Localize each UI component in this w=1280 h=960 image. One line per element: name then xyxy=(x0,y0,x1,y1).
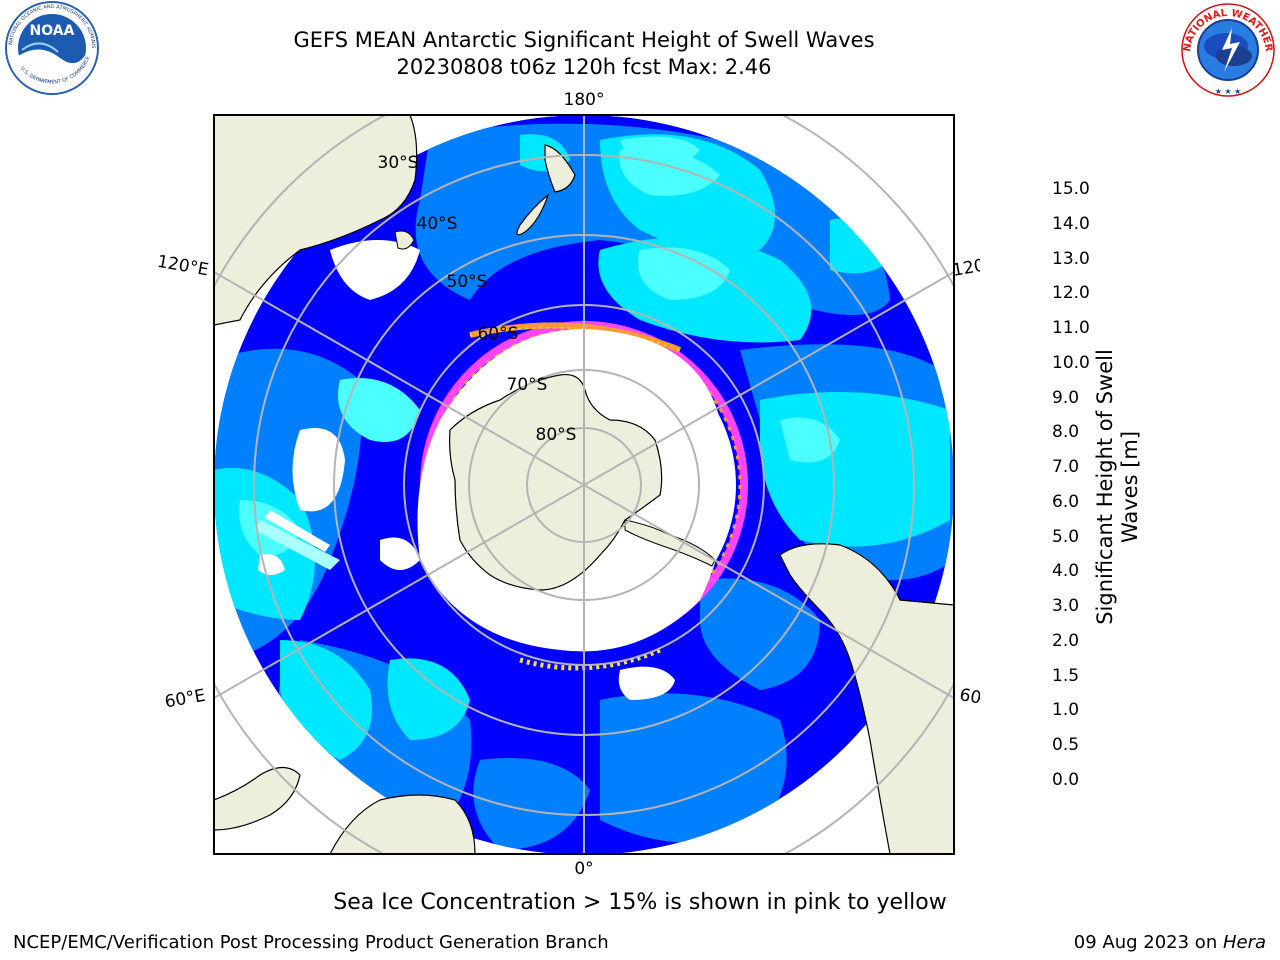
map-frame xyxy=(213,114,955,855)
colorbar-tick-label: 2.0 xyxy=(1052,630,1080,651)
lat-label-50s: 50°S xyxy=(447,272,488,292)
colorbar-tick-label: 5.0 xyxy=(1052,526,1080,547)
colorbar-tick-label: 1.5 xyxy=(1052,665,1080,686)
colorbar-tick-label: 9.0 xyxy=(1052,387,1080,408)
footer-credit: NCEP/EMC/Verification Post Processing Pr… xyxy=(13,932,609,953)
sea-ice-note: Sea Ice Concentration > 15% is shown in … xyxy=(333,890,947,915)
lon-label-180: 180° xyxy=(564,90,605,110)
lon-label-120w: 120°W xyxy=(951,251,980,281)
lon-label-60e: 60°E xyxy=(163,686,207,713)
noaa-logo-text: NOAA xyxy=(30,23,75,39)
colorbar-tick-label: 0.0 xyxy=(1052,770,1080,790)
nws-logo: NATIONAL WEATHER SERVICE ★ ★ ★ xyxy=(1172,0,1280,100)
colorbar-tick-label: 0.5 xyxy=(1052,735,1080,756)
colorbar-tick-label: 11.0 xyxy=(1052,318,1090,339)
footer-date: 09 Aug 2023 on Hera xyxy=(1074,932,1266,953)
svg-text:★ ★ ★: ★ ★ ★ xyxy=(1215,87,1242,96)
noaa-logo: NOAA NATIONAL OCEANIC AND ATMOSPHERIC AD… xyxy=(0,0,108,100)
lon-label-0: 0° xyxy=(574,859,593,875)
colorbar-tick-label: 13.0 xyxy=(1052,248,1090,269)
colorbar-label-line2: Waves [m] xyxy=(1118,430,1142,544)
australia-land xyxy=(214,115,418,326)
lat-label-60s: 60°S xyxy=(478,324,519,344)
colorbar-label-line1: Significant Height of Swell xyxy=(1093,349,1117,625)
lat-label-40s: 40°S xyxy=(417,214,458,234)
footer-host: Hera xyxy=(1222,932,1266,953)
lat-label-70s: 70°S xyxy=(507,375,548,395)
lon-label-60w: 60°W xyxy=(958,685,980,713)
lat-label-80s: 80°S xyxy=(536,425,577,445)
colorbar-tick-label: 7.0 xyxy=(1052,457,1080,478)
colorbar-tick-label: 15.0 xyxy=(1052,179,1090,199)
new-zealand-land xyxy=(516,144,576,236)
chart-title: GEFS MEAN Antarctic Significant Height o… xyxy=(293,28,875,52)
lat-label-30s: 30°S xyxy=(378,153,419,173)
footer-date-text: 09 Aug 2023 on xyxy=(1073,932,1223,953)
colorbar-tick-label: 6.0 xyxy=(1052,491,1080,512)
africa-land xyxy=(214,766,476,854)
south-america-land xyxy=(779,543,954,854)
chart-subtitle: 20230808 t06z 120h fcst Max: 2.46 xyxy=(396,55,772,79)
colorbar-tick-label: 12.0 xyxy=(1052,283,1090,304)
lon-label-120e: 120°E xyxy=(156,252,210,281)
graticule xyxy=(214,115,954,854)
colorbar-tick-label: 1.0 xyxy=(1052,700,1080,721)
colorbar-tick-label: 4.0 xyxy=(1052,561,1080,582)
polar-map: 180° 120°E 120°W 60°E 60°W 0° 30°S 40°S … xyxy=(156,90,980,875)
colorbar-tick-label: 14.0 xyxy=(1052,213,1090,234)
colorbar-tick-label: 8.0 xyxy=(1052,422,1080,443)
colorbar-tick-label: 10.0 xyxy=(1052,352,1090,373)
colorbar-tick-label: 3.0 xyxy=(1052,596,1080,617)
